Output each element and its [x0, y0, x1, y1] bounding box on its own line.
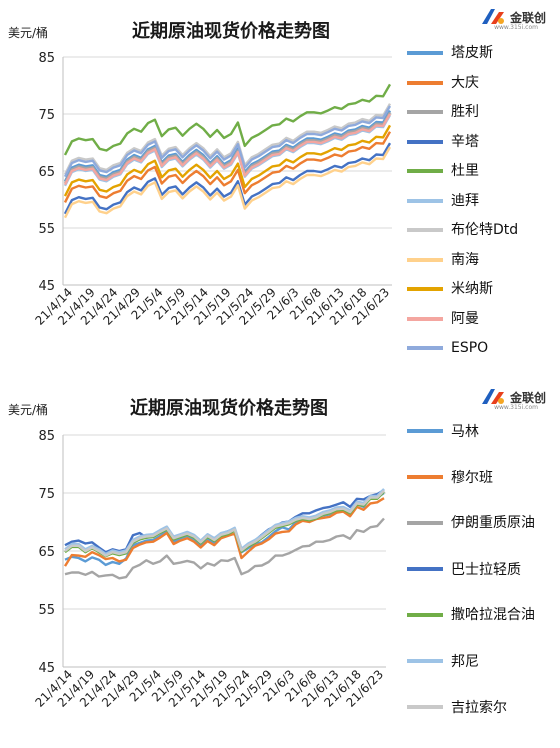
legend-swatch — [407, 287, 443, 291]
legend-item: 穆尔班 — [407, 466, 557, 490]
legend-item: 撒哈拉混合油 — [407, 604, 557, 628]
logo-brand-text: 金联创 — [509, 10, 546, 25]
legend-item: 塔皮斯 — [407, 42, 557, 66]
legend-swatch — [407, 228, 443, 232]
y-axis-unit-label: 美元/桶 — [8, 26, 49, 40]
legend-swatch — [407, 613, 443, 617]
series-line — [63, 124, 392, 197]
legend-label: 塔皮斯 — [451, 45, 493, 61]
logo-mark-icon — [481, 389, 504, 404]
legend-label: 胜利 — [451, 104, 479, 120]
y-tick-label: 65 — [38, 545, 55, 560]
legend-label: ESPO — [451, 340, 489, 356]
legend-label: 马林 — [451, 424, 479, 440]
legend-label: 阿曼 — [451, 310, 479, 327]
legend-item: 杜里 — [407, 160, 557, 184]
legend-swatch — [407, 346, 443, 350]
legend-label: 邦尼 — [451, 654, 479, 670]
y-tick-label: 45 — [38, 661, 55, 676]
series-line — [64, 490, 385, 558]
series-line — [63, 83, 392, 156]
y-tick-label: 45 — [38, 279, 55, 294]
legend-item: 米纳斯 — [407, 278, 557, 302]
legend-label: 迪拜 — [451, 192, 479, 209]
y-tick-label: 85 — [38, 429, 55, 444]
legend-swatch — [407, 521, 443, 525]
legend-swatch — [407, 567, 443, 571]
legend-item: 阿曼 — [407, 308, 557, 332]
legend-swatch — [407, 659, 443, 663]
legend-label: 吉拉索尔 — [451, 700, 507, 716]
legend-item: 胜利 — [407, 101, 557, 125]
legend-swatch — [407, 169, 443, 173]
legend-label: 大庆 — [451, 74, 479, 91]
legend-label: 辛塔 — [451, 133, 479, 150]
chart-title: 近期原油现货价格走势图 — [132, 21, 330, 42]
top-chart-panel: 近期原油现货价格走势图 美元/桶 金联创 www.315i.com 45 55 65… — [8, 6, 557, 361]
series-line — [63, 142, 392, 215]
series-line — [63, 131, 392, 203]
legend-item: 辛塔 — [407, 131, 557, 155]
y-tick-label: 65 — [38, 165, 55, 180]
legend-swatch — [407, 429, 443, 433]
series-line — [63, 497, 385, 567]
series-line — [64, 489, 385, 554]
brand-logo: 金联创 www.315i.com — [479, 6, 546, 31]
legend-swatch — [407, 257, 443, 262]
legend-item: 巴士拉轻质 — [407, 558, 557, 582]
legend-item: 伊朗重质原油 — [407, 512, 557, 536]
legend-label: 南海 — [451, 251, 479, 268]
legend-swatch — [407, 80, 443, 85]
legend-swatch — [407, 51, 443, 55]
legend-swatch — [407, 110, 443, 114]
legend-item: 吉拉索尔 — [407, 696, 557, 720]
legend-item: 南海 — [407, 249, 557, 273]
legend-swatch — [407, 705, 443, 709]
y-tick-label: 85 — [38, 51, 55, 66]
bottom-chart-panel: 近期原油现货价格走势图 美元/桶 金联创 www.315i.com 45 55 65… — [0, 374, 560, 748]
legend-item: 马林 — [407, 420, 557, 444]
logo-url-text: www.315i.com — [494, 404, 538, 411]
brand-logo: 金联创 www.315i.com — [479, 386, 546, 411]
legend-label: 穆尔班 — [451, 470, 493, 486]
legend-label: 巴士拉轻质 — [451, 562, 521, 578]
logo-brand-text: 金联创 — [509, 390, 546, 405]
series-line — [64, 489, 385, 557]
series-line — [63, 105, 392, 178]
y-tick-label: 75 — [38, 108, 55, 123]
series-line — [63, 109, 392, 182]
legend-label: 伊朗重质原油 — [451, 515, 535, 531]
series-line — [63, 146, 392, 219]
legend-swatch — [407, 316, 443, 321]
legend-label: 米纳斯 — [451, 281, 493, 297]
chart-title: 近期原油现货价格走势图 — [130, 398, 328, 419]
series-line — [63, 111, 392, 184]
logo-url-text: www.315i.com — [494, 24, 538, 31]
legend-label: 撒哈拉混合油 — [451, 607, 535, 623]
y-axis-unit-label: 美元/桶 — [8, 403, 49, 417]
line-plot: 455565758521/4/1421/4/1921/4/2421/4/2921… — [33, 429, 387, 710]
series-line — [63, 103, 392, 175]
legend-item: 邦尼 — [407, 650, 557, 674]
legend-swatch — [407, 198, 443, 203]
y-tick-label: 55 — [38, 222, 55, 237]
legend-label: 杜里 — [451, 163, 479, 179]
legend-item: 布伦特Dtd — [407, 219, 557, 243]
legend-label: 布伦特Dtd — [451, 222, 519, 238]
y-tick-label: 55 — [38, 603, 55, 618]
line-plot: 455565758521/4/1421/4/1921/4/2421/4/2921… — [33, 51, 393, 328]
legend-swatch — [407, 139, 443, 144]
legend-item: 迪拜 — [407, 190, 557, 214]
logo-mark-icon — [481, 9, 504, 24]
series-line — [63, 113, 392, 186]
legend-item: ESPO — [407, 337, 557, 361]
series-line — [64, 517, 385, 580]
legend-item: 大庆 — [407, 72, 557, 96]
legend-swatch — [407, 475, 443, 479]
series-line — [64, 488, 385, 556]
y-tick-label: 75 — [38, 487, 55, 502]
